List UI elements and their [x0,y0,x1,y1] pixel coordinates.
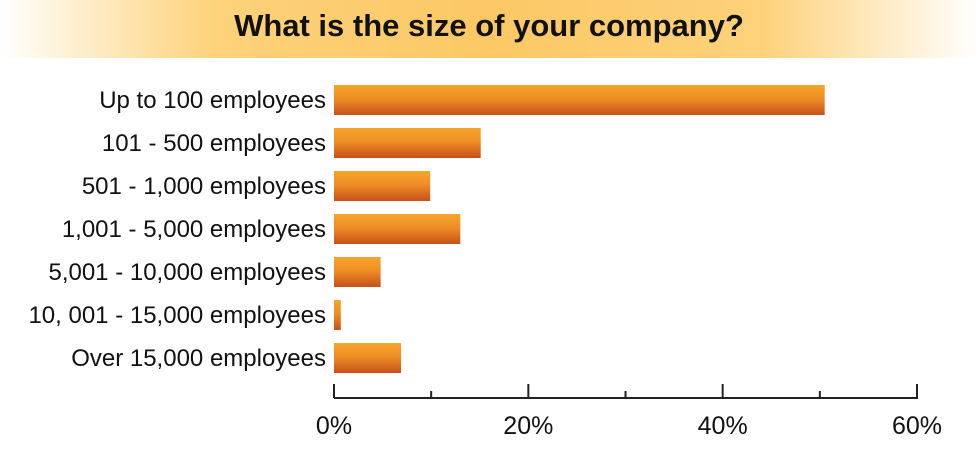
bar-3 [334,171,431,201]
category-label-4: 1,001 - 5,000 employees [62,216,326,243]
x-tick-label: 20% [503,412,553,440]
category-label-6: 10, 001 - 15,000 employees [28,302,326,329]
category-label-3: 501 - 1,000 employees [82,173,326,200]
bar-5 [334,257,381,287]
title-band [0,0,978,58]
bars-group [334,85,825,373]
bar-2 [334,128,481,158]
bar-4 [334,214,461,244]
x-tick-label: 0% [316,412,352,440]
category-labels: Up to 100 employees 101 - 500 employees 50… [28,87,326,372]
category-label-5: 5,001 - 10,000 employees [48,259,326,286]
category-label-1: Up to 100 employees [99,87,326,114]
category-label-2: 101 - 500 employees [102,130,326,157]
bar-7 [334,343,402,373]
x-tick-label: 60% [892,412,942,440]
x-tick-label: 40% [698,412,748,440]
category-label-7: Over 15,000 employees [71,345,326,372]
bar-6 [334,300,341,330]
bar-1 [334,85,825,115]
chart-title: What is the size of your company? [234,8,744,43]
x-axis: 0% 20% 40% 60% [316,384,942,440]
